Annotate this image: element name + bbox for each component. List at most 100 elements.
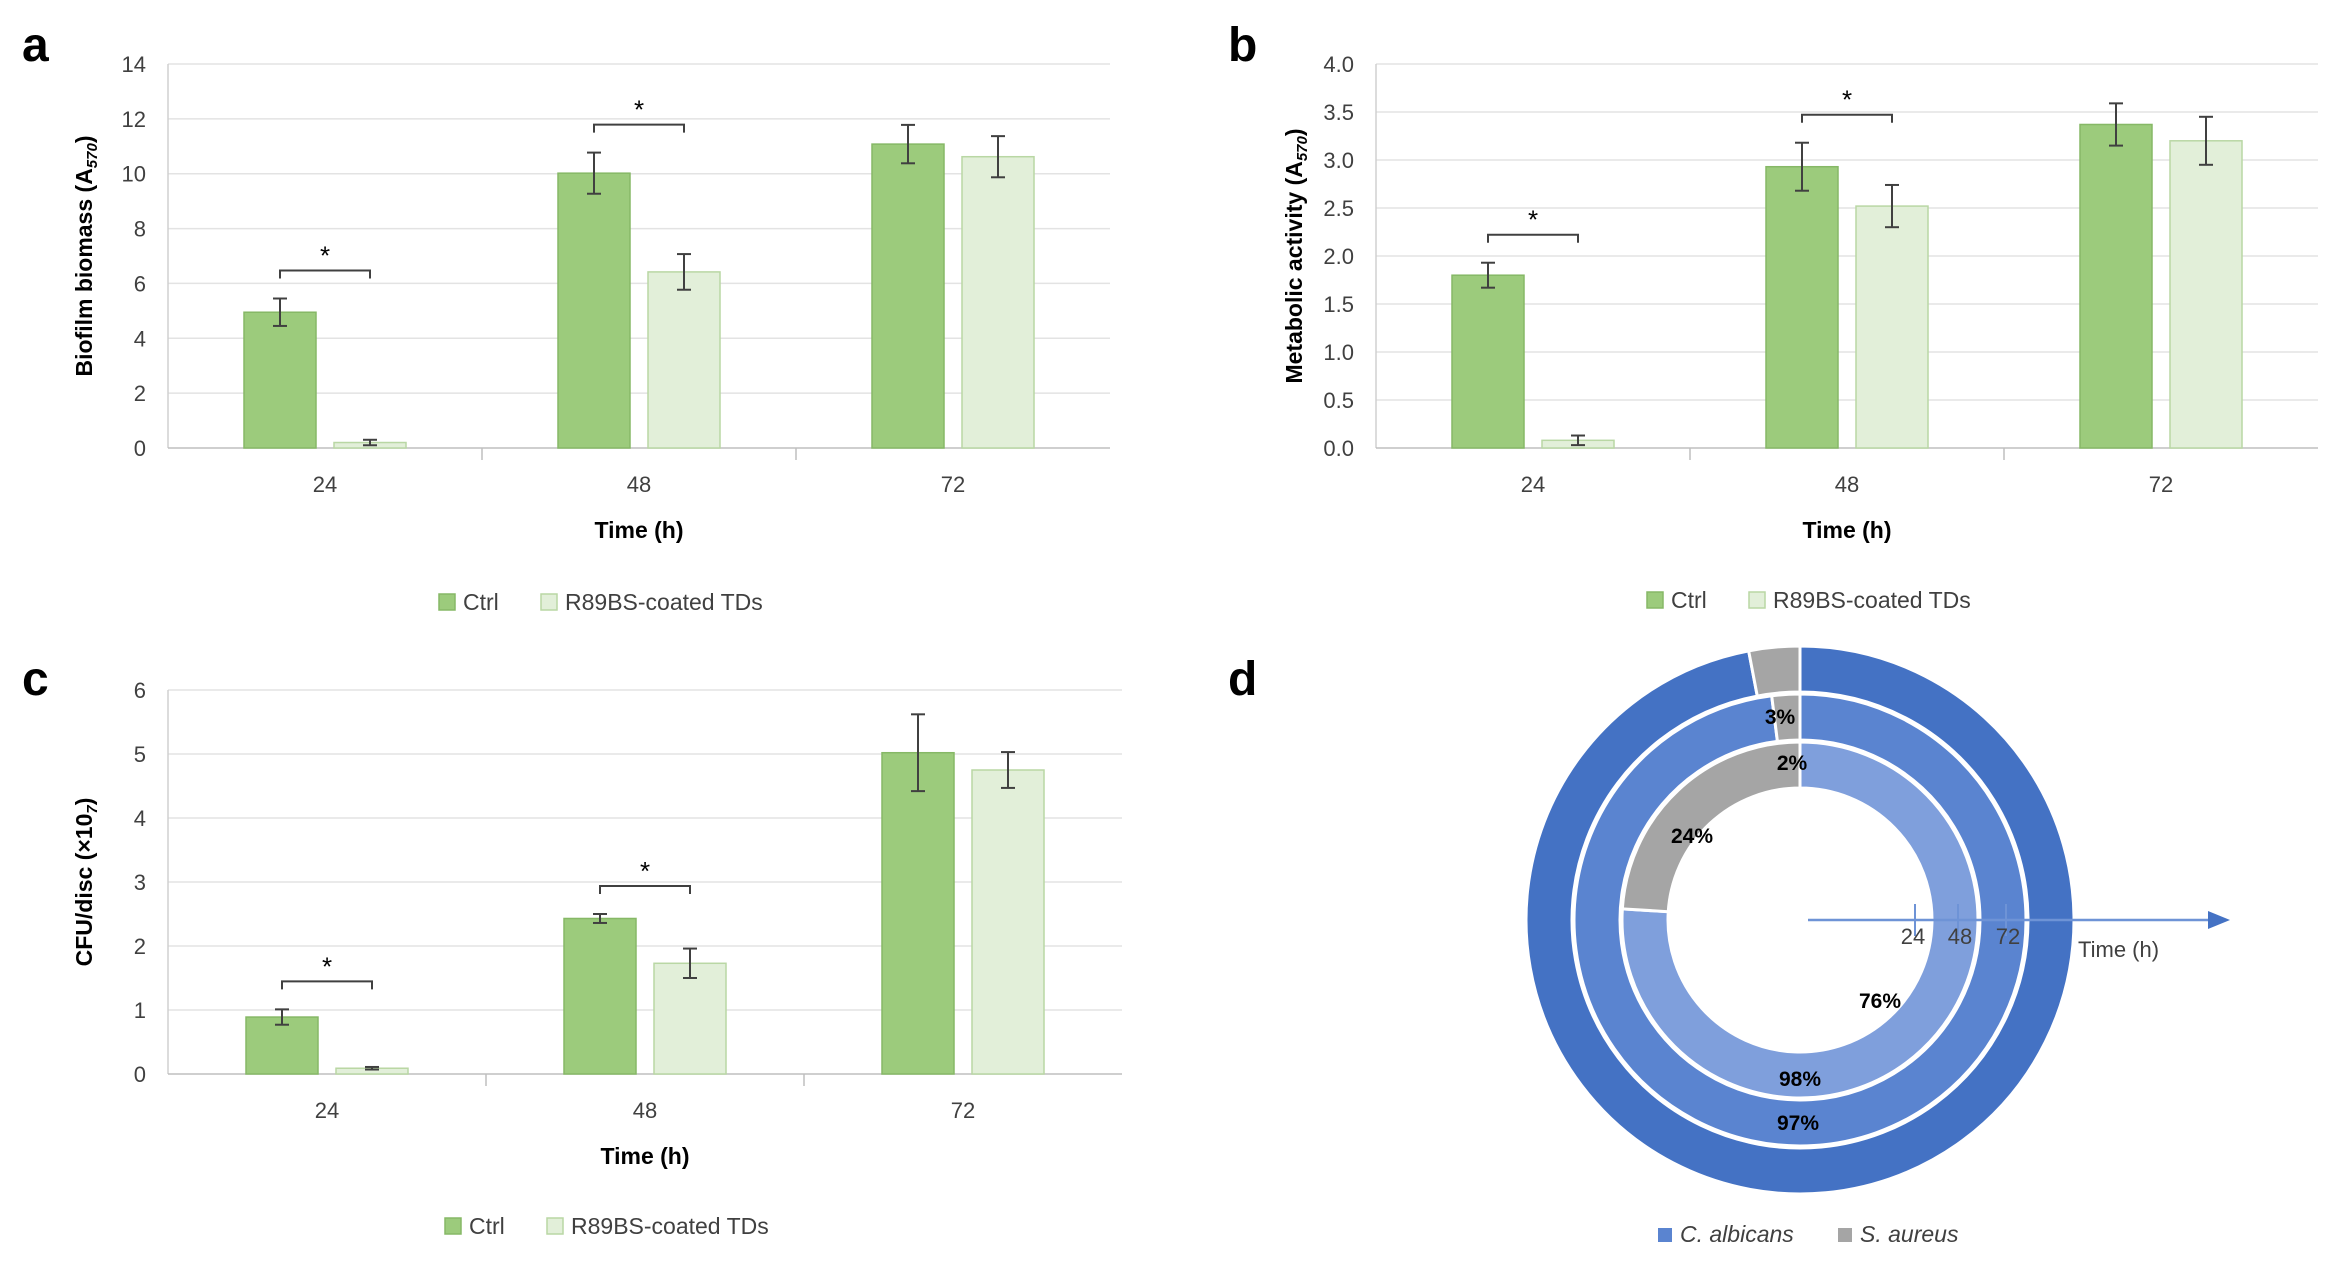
bar — [1765, 165, 1839, 449]
y-axis-title: Biofilm biomass (A570) — [71, 135, 101, 376]
legend-swatch — [546, 1217, 564, 1235]
bar-chart-b: 0.0 0.5 1.0 1.5 2.0 2.5 3.0 3.5 4.0 24 48 72 * * Metab… — [1281, 52, 2318, 613]
significance-star: * — [634, 95, 644, 125]
x-tick-label: 24 — [313, 472, 337, 497]
legend-label: Ctrl — [1671, 587, 1707, 613]
y-tick-label: 4 — [134, 326, 146, 351]
x-tick-label: 48 — [1835, 472, 1859, 497]
y-tick-label: 6 — [134, 271, 146, 296]
bar — [563, 917, 637, 1075]
x-axis-title: Time (h) — [600, 1143, 689, 1169]
slice-label: 97% — [1777, 1112, 1819, 1135]
significance-star: * — [1842, 85, 1852, 115]
donut-chart-d: 24% 76% 2% 98% 3% 97% 24 48 72 Time (h) C. albican… — [1524, 644, 2230, 1247]
y-tick-label: 3 — [134, 870, 146, 895]
bar — [647, 271, 721, 449]
significance-bracket — [599, 885, 691, 894]
donut-slice-calbicans — [1620, 740, 1980, 1100]
legend-swatch — [1748, 591, 1766, 609]
x-tick-label: 24 — [1521, 472, 1545, 497]
legend-label: S. aureus — [1860, 1221, 1959, 1247]
x-tick-label: 72 — [951, 1098, 975, 1123]
bar — [961, 155, 1035, 449]
y-tick-label: 2 — [134, 381, 146, 406]
slice-label: 98% — [1779, 1068, 1821, 1091]
donut-slice-calbicans — [1572, 692, 2028, 1148]
legend-label: Ctrl — [469, 1213, 505, 1239]
slice-label: 2% — [1777, 752, 1808, 775]
y-axis-title-main: Biofilm biomass (A — [71, 168, 97, 376]
panel-letter-b: b — [1228, 19, 1258, 72]
bar — [1855, 205, 1929, 449]
time-tick-label: 48 — [1948, 924, 1972, 949]
significance-bracket — [593, 123, 685, 133]
y-axis-title-main: CFU/disc (×10 — [71, 814, 97, 967]
y-tick-label: 6 — [134, 678, 146, 703]
x-tick-label: 72 — [2149, 472, 2173, 497]
legend-swatch — [1646, 591, 1664, 609]
legend-swatch — [444, 1217, 462, 1235]
y-tick-label: 4 — [134, 806, 146, 831]
legend-swatch — [1658, 1228, 1672, 1242]
x-tick-label: 48 — [633, 1098, 657, 1123]
y-axis-title-main: Metabolic activity (A — [1281, 161, 1307, 383]
y-tick-label: 0.0 — [1323, 436, 1354, 461]
slice-label: 3% — [1765, 706, 1796, 729]
y-tick-label: 10 — [122, 162, 146, 187]
significance-bracket — [279, 269, 371, 279]
bar — [2079, 123, 2153, 449]
donut-slice-saureus — [1620, 740, 1802, 914]
panel-letter-c: c — [22, 653, 49, 706]
y-tick-label: 1.0 — [1323, 340, 1354, 365]
significance-bracket — [1487, 233, 1579, 243]
y-tick-label: 2 — [134, 934, 146, 959]
y-axis-title-sub: 7 — [84, 805, 101, 814]
donut-slice-saureus — [1746, 644, 1802, 698]
x-axis-title: Time (h) — [1802, 517, 1891, 543]
y-axis-title: CFU/disc (×107) — [71, 798, 101, 967]
y-tick-label: 5 — [134, 742, 146, 767]
y-axis-title-end: ) — [71, 798, 97, 806]
time-tick-label: 72 — [1996, 924, 2020, 949]
bar — [245, 1016, 319, 1075]
y-axis-title-sub: 570 — [84, 143, 101, 169]
bar — [871, 143, 945, 449]
y-axis-title-sub: 570 — [1294, 135, 1311, 161]
legend-label: R89BS-coated TDs — [571, 1213, 769, 1239]
time-axis-label: Time (h) — [2078, 937, 2159, 962]
time-arrow-head — [2208, 911, 2230, 929]
donut-slice-saureus — [1769, 692, 1802, 744]
bar — [557, 172, 631, 449]
y-axis-title-end: ) — [1281, 128, 1307, 136]
bar-chart-c: 0 1 2 3 4 5 6 24 48 72 * * CFU/disc (×107) Time (h) Ct… — [71, 678, 1122, 1239]
y-tick-label: 2.5 — [1323, 196, 1354, 221]
significance-star: * — [640, 856, 650, 886]
y-tick-label: 8 — [134, 217, 146, 242]
y-tick-label: 4.0 — [1323, 52, 1354, 77]
y-tick-label: 0.5 — [1323, 388, 1354, 413]
significance-bracket — [281, 980, 373, 990]
bar — [653, 962, 727, 1075]
y-tick-label: 1.5 — [1323, 292, 1354, 317]
time-tick-label: 24 — [1901, 924, 1925, 949]
legend-label: Ctrl — [463, 589, 499, 615]
y-tick-label: 3.0 — [1323, 148, 1354, 173]
significance-bracket — [1801, 113, 1893, 123]
bar — [971, 769, 1045, 1075]
bar — [2169, 140, 2243, 449]
legend-label: R89BS-coated TDs — [1773, 587, 1971, 613]
y-tick-label: 0 — [134, 1062, 146, 1087]
y-tick-label: 2.0 — [1323, 244, 1354, 269]
significance-star: * — [322, 951, 332, 981]
legend-swatch — [1838, 1228, 1852, 1242]
y-tick-label: 1 — [134, 998, 146, 1023]
bar — [1451, 274, 1525, 449]
x-axis-title: Time (h) — [594, 517, 683, 543]
legend-label: C. albicans — [1680, 1221, 1794, 1247]
significance-star: * — [1528, 205, 1538, 235]
slice-label: 24% — [1671, 825, 1713, 848]
legend-label: R89BS-coated TDs — [565, 589, 763, 615]
significance-star: * — [320, 241, 330, 271]
y-tick-label: 12 — [122, 107, 146, 132]
